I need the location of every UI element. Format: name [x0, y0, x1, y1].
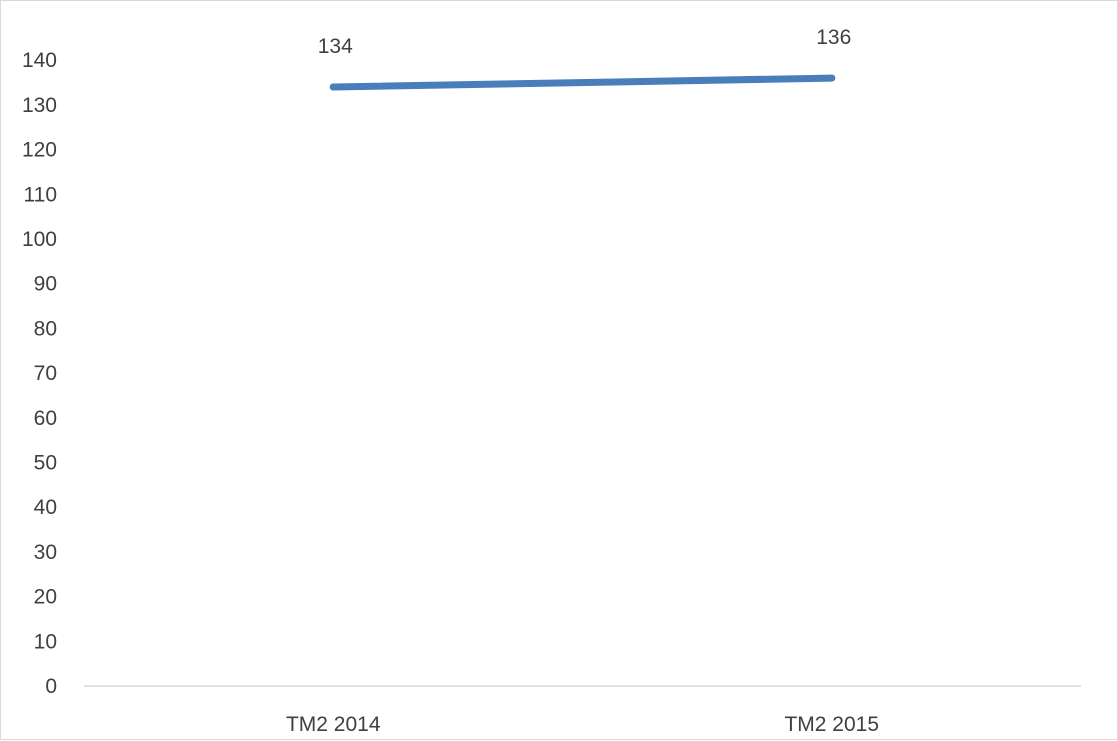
y-axis-tick-labels: 0 10 20 30 40 50 60 70 80 90 100 110 120 130 140	[22, 49, 57, 698]
y-tick-label: 70	[34, 362, 57, 385]
y-tick-label: 50	[34, 452, 57, 475]
y-tick-label: 40	[34, 496, 57, 519]
x-axis-tick-labels: TM2 2014 TM2 2015	[286, 713, 879, 736]
series-line	[329, 74, 836, 91]
data-label: 134	[318, 35, 353, 58]
y-tick-label: 100	[22, 228, 57, 251]
y-tick-label: 20	[34, 586, 57, 609]
y-tick-label: 60	[34, 407, 57, 430]
y-tick-label: 140	[22, 49, 57, 72]
data-point	[828, 74, 836, 82]
x-tick-label: TM2 2014	[286, 713, 381, 736]
y-tick-label: 110	[24, 183, 57, 206]
data-point	[329, 83, 337, 91]
y-tick-label: 90	[34, 273, 57, 296]
y-tick-label: 30	[34, 541, 57, 564]
x-tick-label: TM2 2015	[784, 713, 879, 736]
y-tick-label: 80	[34, 317, 57, 340]
data-labels: 134 136	[318, 26, 852, 58]
y-tick-label: 120	[22, 139, 57, 162]
y-tick-label: 130	[22, 94, 57, 117]
series-group	[329, 74, 836, 91]
data-label: 136	[816, 26, 851, 49]
y-tick-label: 0	[45, 675, 57, 698]
y-tick-label: 10	[34, 630, 57, 653]
